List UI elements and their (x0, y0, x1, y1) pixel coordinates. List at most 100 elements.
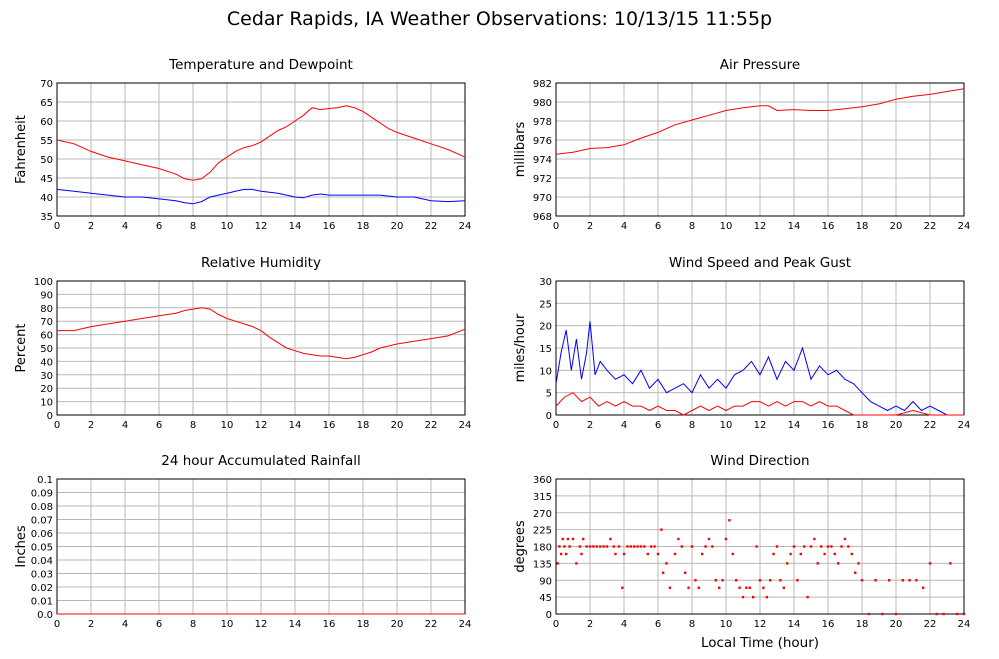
direction-point (949, 562, 952, 565)
wind-y-tick-label: 5 (546, 389, 552, 400)
direction-point (813, 537, 816, 541)
direction-point (874, 579, 877, 582)
direction-x-tick-label: 20 (890, 619, 903, 630)
humidity-y-tick-label: 90 (40, 290, 53, 301)
direction-point (639, 545, 643, 548)
direction-point (571, 537, 575, 541)
direction-x-tick-label: 22 (924, 619, 937, 630)
direction-point (775, 545, 779, 548)
direction-point (816, 562, 819, 565)
direction-point (561, 537, 564, 541)
direction-point (796, 579, 799, 582)
direction-y-axis-label: degrees (513, 520, 528, 573)
direction-x-tick-label: 12 (754, 619, 767, 630)
direction-point (820, 545, 823, 548)
direction-point (629, 545, 632, 548)
direction-x-tick-label: 0 (553, 619, 559, 630)
pressure-x-tick-label: 24 (958, 221, 971, 232)
direction-point (735, 579, 738, 582)
direction-x-tick-label: 16 (822, 619, 835, 630)
rain-y-tick-label: 0.04 (31, 556, 53, 567)
direction-point (928, 562, 932, 565)
direction-point (850, 552, 853, 556)
humidity-x-tick-label: 4 (122, 420, 128, 431)
direction-point (908, 579, 911, 582)
direction-point (556, 562, 559, 565)
temp-series-line-0 (56, 105, 466, 181)
direction-point (888, 579, 891, 582)
humidity-x-tick-label: 22 (425, 420, 438, 431)
pressure-x-tick-label: 0 (553, 221, 559, 232)
humidity-title: Relative Humidity (201, 255, 321, 271)
direction-point (809, 545, 813, 548)
direction-point (605, 545, 609, 548)
direction-point (867, 612, 870, 616)
humidity-x-tick-label: 24 (459, 420, 472, 431)
direction-point (575, 562, 578, 565)
rain-x-tick-label: 4 (122, 619, 128, 630)
direction-point (806, 595, 809, 599)
direction-point (847, 545, 850, 548)
temp-y-tick-label: 55 (40, 136, 53, 147)
temp-title: Temperature and Dewpoint (168, 57, 353, 73)
rain-x-tick-label: 8 (190, 619, 196, 630)
direction-frame (555, 478, 965, 615)
humidity-y-tick-label: 30 (40, 371, 53, 382)
humidity-x-tick-label: 16 (323, 420, 336, 431)
direction-point (626, 545, 629, 548)
direction-point (830, 545, 833, 548)
temp-y-tick-label: 70 (40, 79, 53, 90)
direction-point (792, 545, 796, 548)
direction-x-tick-label: 6 (655, 619, 661, 630)
pressure-x-tick-label: 14 (788, 221, 801, 232)
rain-y-tick-label: 0.09 (31, 489, 53, 500)
humidity-y-tick-label: 40 (40, 357, 53, 368)
humidity-y-tick-label: 50 (40, 344, 53, 355)
direction-point (707, 537, 711, 541)
direction-point (772, 552, 775, 556)
direction-point (633, 545, 636, 548)
pressure-x-tick-label: 18 (856, 221, 869, 232)
wind-x-tick-label: 16 (822, 420, 835, 431)
direction-point (701, 552, 704, 556)
direction-point (860, 579, 864, 582)
pressure-title: Air Pressure (720, 57, 800, 73)
wind-y-tick-label: 20 (539, 322, 552, 333)
direction-point (803, 545, 806, 548)
wind-x-tick-label: 12 (754, 420, 767, 431)
temp-x-tick-label: 16 (323, 221, 336, 232)
direction-point (714, 579, 717, 582)
direction-point (643, 545, 646, 548)
pressure-frame (555, 82, 965, 217)
temp-x-tick-label: 24 (459, 221, 472, 232)
humidity-y-tick-label: 70 (40, 317, 53, 328)
direction-point (935, 612, 938, 616)
rain-y-tick-label: 0.01 (31, 597, 53, 608)
pressure-x-tick-label: 20 (890, 221, 903, 232)
direction-y-tick-label: 135 (533, 559, 552, 570)
direction-point (687, 586, 690, 589)
direction-point (786, 562, 789, 565)
direction-point (694, 579, 697, 582)
humidity-x-tick-label: 8 (190, 420, 196, 431)
direction-point (731, 552, 734, 556)
humidity-x-tick-label: 14 (289, 420, 302, 431)
rain-x-tick-label: 24 (459, 619, 472, 630)
direction-y-tick-label: 45 (539, 593, 552, 604)
temp-x-tick-label: 22 (425, 221, 438, 232)
direction-y-tick-label: 90 (539, 576, 552, 587)
direction-point (660, 528, 663, 531)
direction-point (588, 545, 592, 548)
wind-frame (555, 280, 965, 416)
rain-y-tick-label: 0.0 (37, 610, 53, 621)
temp-x-tick-label: 6 (156, 221, 162, 232)
wind-x-tick-label: 2 (587, 420, 593, 431)
direction-point (565, 552, 568, 556)
pressure-x-tick-label: 10 (720, 221, 733, 232)
direction-x-tick-label: 18 (856, 619, 869, 630)
temp-x-tick-label: 18 (357, 221, 370, 232)
pressure-x-tick-label: 22 (924, 221, 937, 232)
direction-point (843, 537, 847, 541)
direction-title: Wind Direction (710, 453, 809, 469)
direction-point (755, 545, 758, 548)
